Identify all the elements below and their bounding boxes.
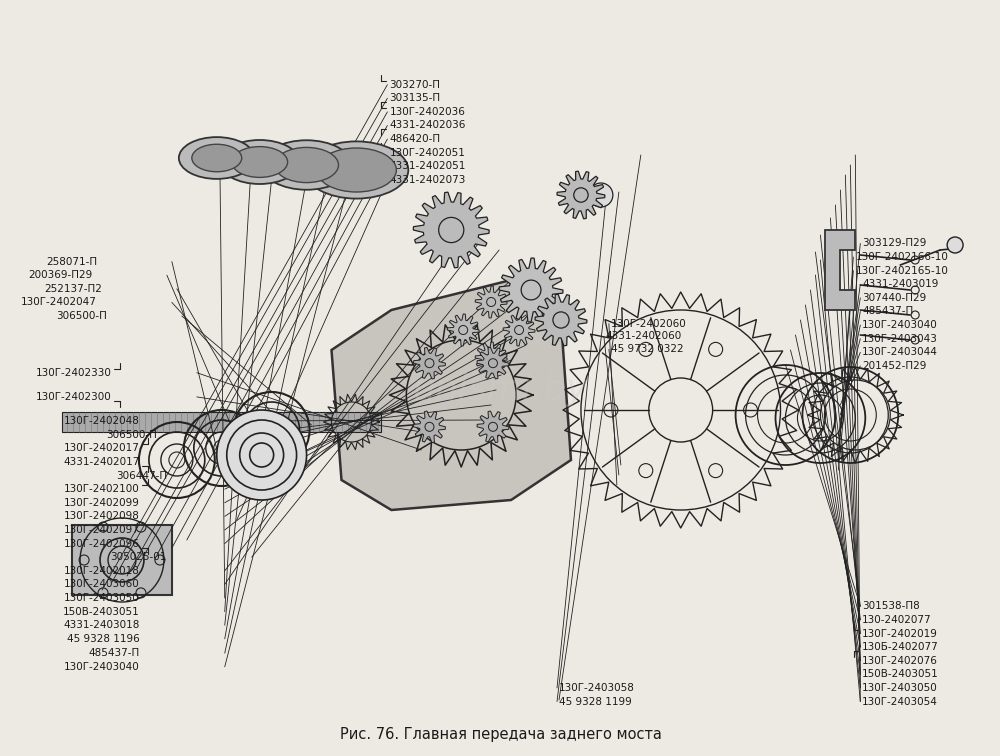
Text: 130Г-2402036: 130Г-2402036	[389, 107, 465, 117]
Polygon shape	[414, 411, 445, 442]
Circle shape	[240, 433, 284, 477]
Text: 200369-П29: 200369-П29	[28, 270, 92, 280]
Text: 4331-2403019: 4331-2403019	[862, 279, 939, 290]
Text: 303129-П29: 303129-П29	[862, 238, 927, 249]
Circle shape	[217, 410, 307, 500]
Text: 130Г-2402051: 130Г-2402051	[389, 147, 465, 158]
Circle shape	[227, 420, 297, 490]
Circle shape	[947, 237, 963, 253]
Text: 130Г-2402047: 130Г-2402047	[21, 297, 97, 308]
Bar	[62, 412, 381, 432]
Ellipse shape	[275, 147, 338, 183]
Polygon shape	[535, 294, 587, 345]
Text: 252137-П2: 252137-П2	[44, 284, 102, 294]
Text: 130Г-2402098: 130Г-2402098	[64, 511, 140, 522]
Text: 130Г-2402019: 130Г-2402019	[862, 628, 938, 639]
Polygon shape	[413, 192, 489, 268]
Text: 130Г-2403060: 130Г-2403060	[64, 579, 140, 590]
Text: 130Г-2402096: 130Г-2402096	[64, 538, 140, 549]
Circle shape	[250, 443, 274, 467]
Text: 301538-П8: 301538-П8	[862, 601, 920, 612]
Text: 45 9328 1199: 45 9328 1199	[559, 696, 632, 707]
Text: 307440-П29: 307440-П29	[862, 293, 927, 303]
Text: 130Г-2402060: 130Г-2402060	[611, 318, 687, 329]
Text: 306500-П: 306500-П	[106, 429, 157, 440]
Text: 4331-2402036: 4331-2402036	[389, 120, 466, 131]
Text: 150В-2403051: 150В-2403051	[862, 669, 939, 680]
Text: 130Г-2402330: 130Г-2402330	[36, 367, 112, 378]
Polygon shape	[477, 411, 509, 442]
Text: 306500-П: 306500-П	[56, 311, 107, 321]
Ellipse shape	[317, 148, 396, 192]
Text: 4331-2402017: 4331-2402017	[64, 457, 140, 467]
Text: 305025-01: 305025-01	[111, 552, 167, 562]
Ellipse shape	[220, 140, 300, 184]
Text: 130Г-2402100: 130Г-2402100	[64, 484, 140, 494]
Text: 4331-2402060: 4331-2402060	[606, 331, 682, 342]
Text: 258071-П: 258071-П	[46, 256, 97, 267]
Text: 130Б-2402077: 130Б-2402077	[862, 642, 939, 652]
Text: 130Г-2402076: 130Г-2402076	[862, 655, 938, 666]
Text: 130Г-2403040: 130Г-2403040	[64, 662, 140, 672]
Polygon shape	[477, 347, 509, 379]
Polygon shape	[332, 280, 571, 510]
Polygon shape	[414, 347, 445, 379]
Text: 130Г-2402097: 130Г-2402097	[64, 525, 140, 535]
Circle shape	[589, 183, 613, 207]
Ellipse shape	[262, 141, 351, 190]
Polygon shape	[499, 258, 563, 322]
Text: 130Г-2403050: 130Г-2403050	[64, 593, 140, 603]
Text: 306447-П: 306447-П	[116, 470, 167, 481]
Polygon shape	[557, 171, 605, 218]
Text: 130Г-2402048: 130Г-2402048	[64, 416, 140, 426]
Text: 130Г-2403050: 130Г-2403050	[862, 683, 938, 693]
Text: 130Г-2402166-10: 130Г-2402166-10	[855, 252, 948, 262]
Polygon shape	[475, 342, 507, 374]
Text: 4331-2402051: 4331-2402051	[389, 161, 466, 172]
Polygon shape	[475, 286, 507, 318]
Text: 4331-2402073: 4331-2402073	[389, 175, 466, 185]
Polygon shape	[72, 525, 172, 595]
Text: 303270-П: 303270-П	[389, 79, 440, 90]
Text: 130Г-2403044: 130Г-2403044	[862, 347, 938, 358]
Text: 45 9328 1196: 45 9328 1196	[67, 634, 140, 644]
Text: 4331-2403018: 4331-2403018	[64, 620, 140, 631]
Ellipse shape	[305, 141, 408, 199]
Text: 150В-2403051: 150В-2403051	[63, 606, 140, 617]
Text: 130Г-2403040: 130Г-2403040	[862, 320, 938, 330]
Text: 486420-П: 486420-П	[389, 134, 441, 144]
Text: 201452-П29: 201452-П29	[862, 361, 927, 371]
Text: 130Г-2402165-10: 130Г-2402165-10	[855, 265, 948, 276]
Text: 130Г-2402099: 130Г-2402099	[64, 497, 140, 508]
Text: 130Г-2402018: 130Г-2402018	[64, 565, 140, 576]
Text: 130Г-2403054: 130Г-2403054	[862, 696, 938, 707]
Ellipse shape	[232, 147, 288, 178]
Text: 130Г-2402017: 130Г-2402017	[64, 443, 140, 454]
Text: 485437-П: 485437-П	[862, 306, 914, 317]
Text: 130Г-2403043: 130Г-2403043	[862, 333, 938, 344]
Ellipse shape	[179, 137, 255, 179]
Ellipse shape	[192, 144, 242, 172]
Text: 130Г-2402300: 130Г-2402300	[36, 392, 112, 402]
Text: unismi.by: unismi.by	[413, 373, 589, 407]
Text: 130-2402077: 130-2402077	[862, 615, 932, 625]
Text: 485437-П: 485437-П	[89, 648, 140, 658]
Polygon shape	[447, 314, 479, 346]
Polygon shape	[825, 230, 855, 310]
Text: 130Г-2403058: 130Г-2403058	[559, 683, 635, 693]
Text: Рис. 76. Главная передача заднего моста: Рис. 76. Главная передача заднего моста	[340, 727, 662, 742]
Polygon shape	[503, 314, 535, 346]
Text: 45 9732 0322: 45 9732 0322	[611, 344, 684, 355]
Text: 303135-П: 303135-П	[389, 93, 441, 104]
